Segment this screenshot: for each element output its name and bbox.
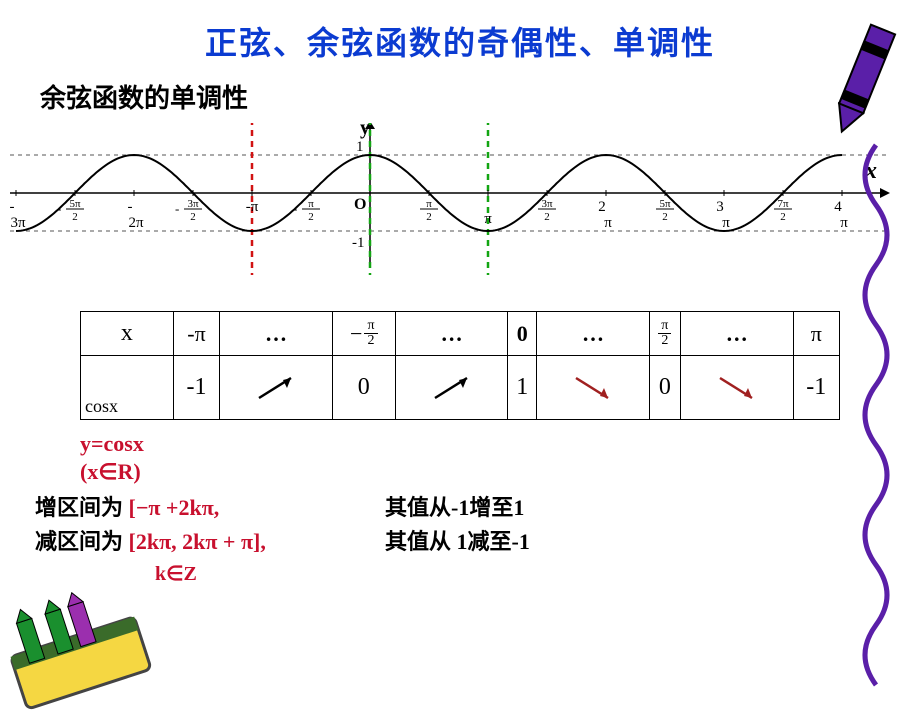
table-cell: … xyxy=(395,312,508,356)
increase-prefix: 增区间为 xyxy=(35,495,129,520)
arrow-down-icon xyxy=(537,356,650,420)
svg-text:2: 2 xyxy=(190,211,196,223)
svg-text:2: 2 xyxy=(780,211,786,223)
k-domain: k∈Z xyxy=(155,559,920,590)
decrease-range: 其值从 1减至-1 xyxy=(385,525,530,559)
svg-text:5π: 5π xyxy=(69,198,81,210)
svg-text:2: 2 xyxy=(544,211,550,223)
values-table: x -π…−π2…0…π2…π cosx -1010-1 xyxy=(80,311,840,420)
svg-text:3: 3 xyxy=(716,199,724,215)
svg-text:-: - xyxy=(10,199,15,215)
svg-text:3π: 3π xyxy=(10,215,26,231)
table-cell: 0 xyxy=(332,356,395,420)
table-cell: 0 xyxy=(649,356,680,420)
table-cell: -π xyxy=(173,312,219,356)
svg-text:2: 2 xyxy=(662,211,668,223)
svg-text:3π: 3π xyxy=(541,198,553,210)
table-cell: 1 xyxy=(508,356,537,420)
table-cell: … xyxy=(220,312,333,356)
svg-text:π: π xyxy=(604,215,612,231)
crayon-squiggle-icon xyxy=(816,10,920,710)
table-cell: π2 xyxy=(649,312,680,356)
arrow-up-icon xyxy=(220,356,333,420)
svg-text:-: - xyxy=(57,201,61,216)
svg-text:-1: -1 xyxy=(352,235,365,251)
svg-text:-: - xyxy=(293,201,297,216)
table-header-x: x xyxy=(81,312,174,356)
decrease-interval: [2kπ, 2kπ + π], xyxy=(129,529,266,554)
svg-text:7π: 7π xyxy=(777,198,789,210)
svg-text:π: π xyxy=(722,215,730,231)
cosine-chart: y x O1-1-3π-5π2-2π-3π2-π-π2π2π3π22π5π23π… xyxy=(10,123,890,293)
page-title: 正弦、余弦函数的奇偶性、单调性 xyxy=(0,18,920,64)
svg-text:2: 2 xyxy=(308,211,314,223)
svg-text:π: π xyxy=(308,198,314,210)
table-cell: … xyxy=(680,312,793,356)
table-cell: −π2 xyxy=(332,312,395,356)
svg-text:3π: 3π xyxy=(187,198,199,210)
svg-text:-: - xyxy=(175,201,179,216)
equation-label: y=cosx (x∈R) xyxy=(80,430,920,485)
svg-text:π: π xyxy=(484,211,492,227)
svg-text:-: - xyxy=(128,199,133,215)
table-cell: -1 xyxy=(173,356,219,420)
increase-range: 其值从-1增至1 xyxy=(385,491,524,525)
svg-text:2π: 2π xyxy=(128,215,144,231)
svg-text:2: 2 xyxy=(598,199,606,215)
decrease-prefix: 减区间为 xyxy=(35,529,129,554)
svg-text:-π: -π xyxy=(246,199,259,215)
table-cell: 0 xyxy=(508,312,537,356)
table-cell: … xyxy=(537,312,650,356)
table-header-cosx: cosx xyxy=(81,356,174,420)
svg-text:5π: 5π xyxy=(659,198,671,210)
svg-text:1: 1 xyxy=(356,139,364,155)
svg-text:π: π xyxy=(426,198,432,210)
increase-interval: [−π +2kπ, xyxy=(129,495,220,520)
arrow-down-icon xyxy=(680,356,793,420)
svg-text:2: 2 xyxy=(426,211,432,223)
svg-text:2: 2 xyxy=(72,211,78,223)
crayon-box-icon xyxy=(0,576,172,726)
svg-text:O: O xyxy=(354,196,366,213)
subtitle: 余弦函数的单调性 xyxy=(40,78,920,115)
arrow-up-icon xyxy=(395,356,508,420)
